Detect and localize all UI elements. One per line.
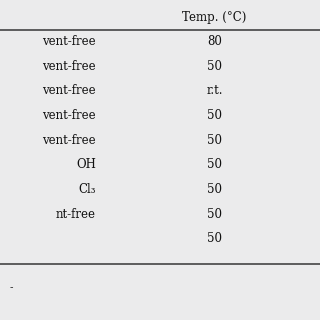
Text: 50: 50 — [207, 158, 222, 171]
Text: Temp. (°C): Temp. (°C) — [182, 11, 247, 24]
Text: -: - — [10, 284, 13, 292]
Text: 80: 80 — [207, 35, 222, 48]
Text: Cl₃: Cl₃ — [78, 183, 96, 196]
Text: nt-free: nt-free — [56, 208, 96, 220]
Text: vent-free: vent-free — [42, 60, 96, 73]
Text: 50: 50 — [207, 109, 222, 122]
Text: 50: 50 — [207, 232, 222, 245]
Text: r.t.: r.t. — [206, 84, 223, 97]
Text: vent-free: vent-free — [42, 109, 96, 122]
Text: OH: OH — [76, 158, 96, 171]
Text: vent-free: vent-free — [42, 35, 96, 48]
Text: 50: 50 — [207, 60, 222, 73]
Text: vent-free: vent-free — [42, 134, 96, 147]
Text: 50: 50 — [207, 183, 222, 196]
Text: vent-free: vent-free — [42, 84, 96, 97]
Text: 50: 50 — [207, 134, 222, 147]
Text: 50: 50 — [207, 208, 222, 220]
